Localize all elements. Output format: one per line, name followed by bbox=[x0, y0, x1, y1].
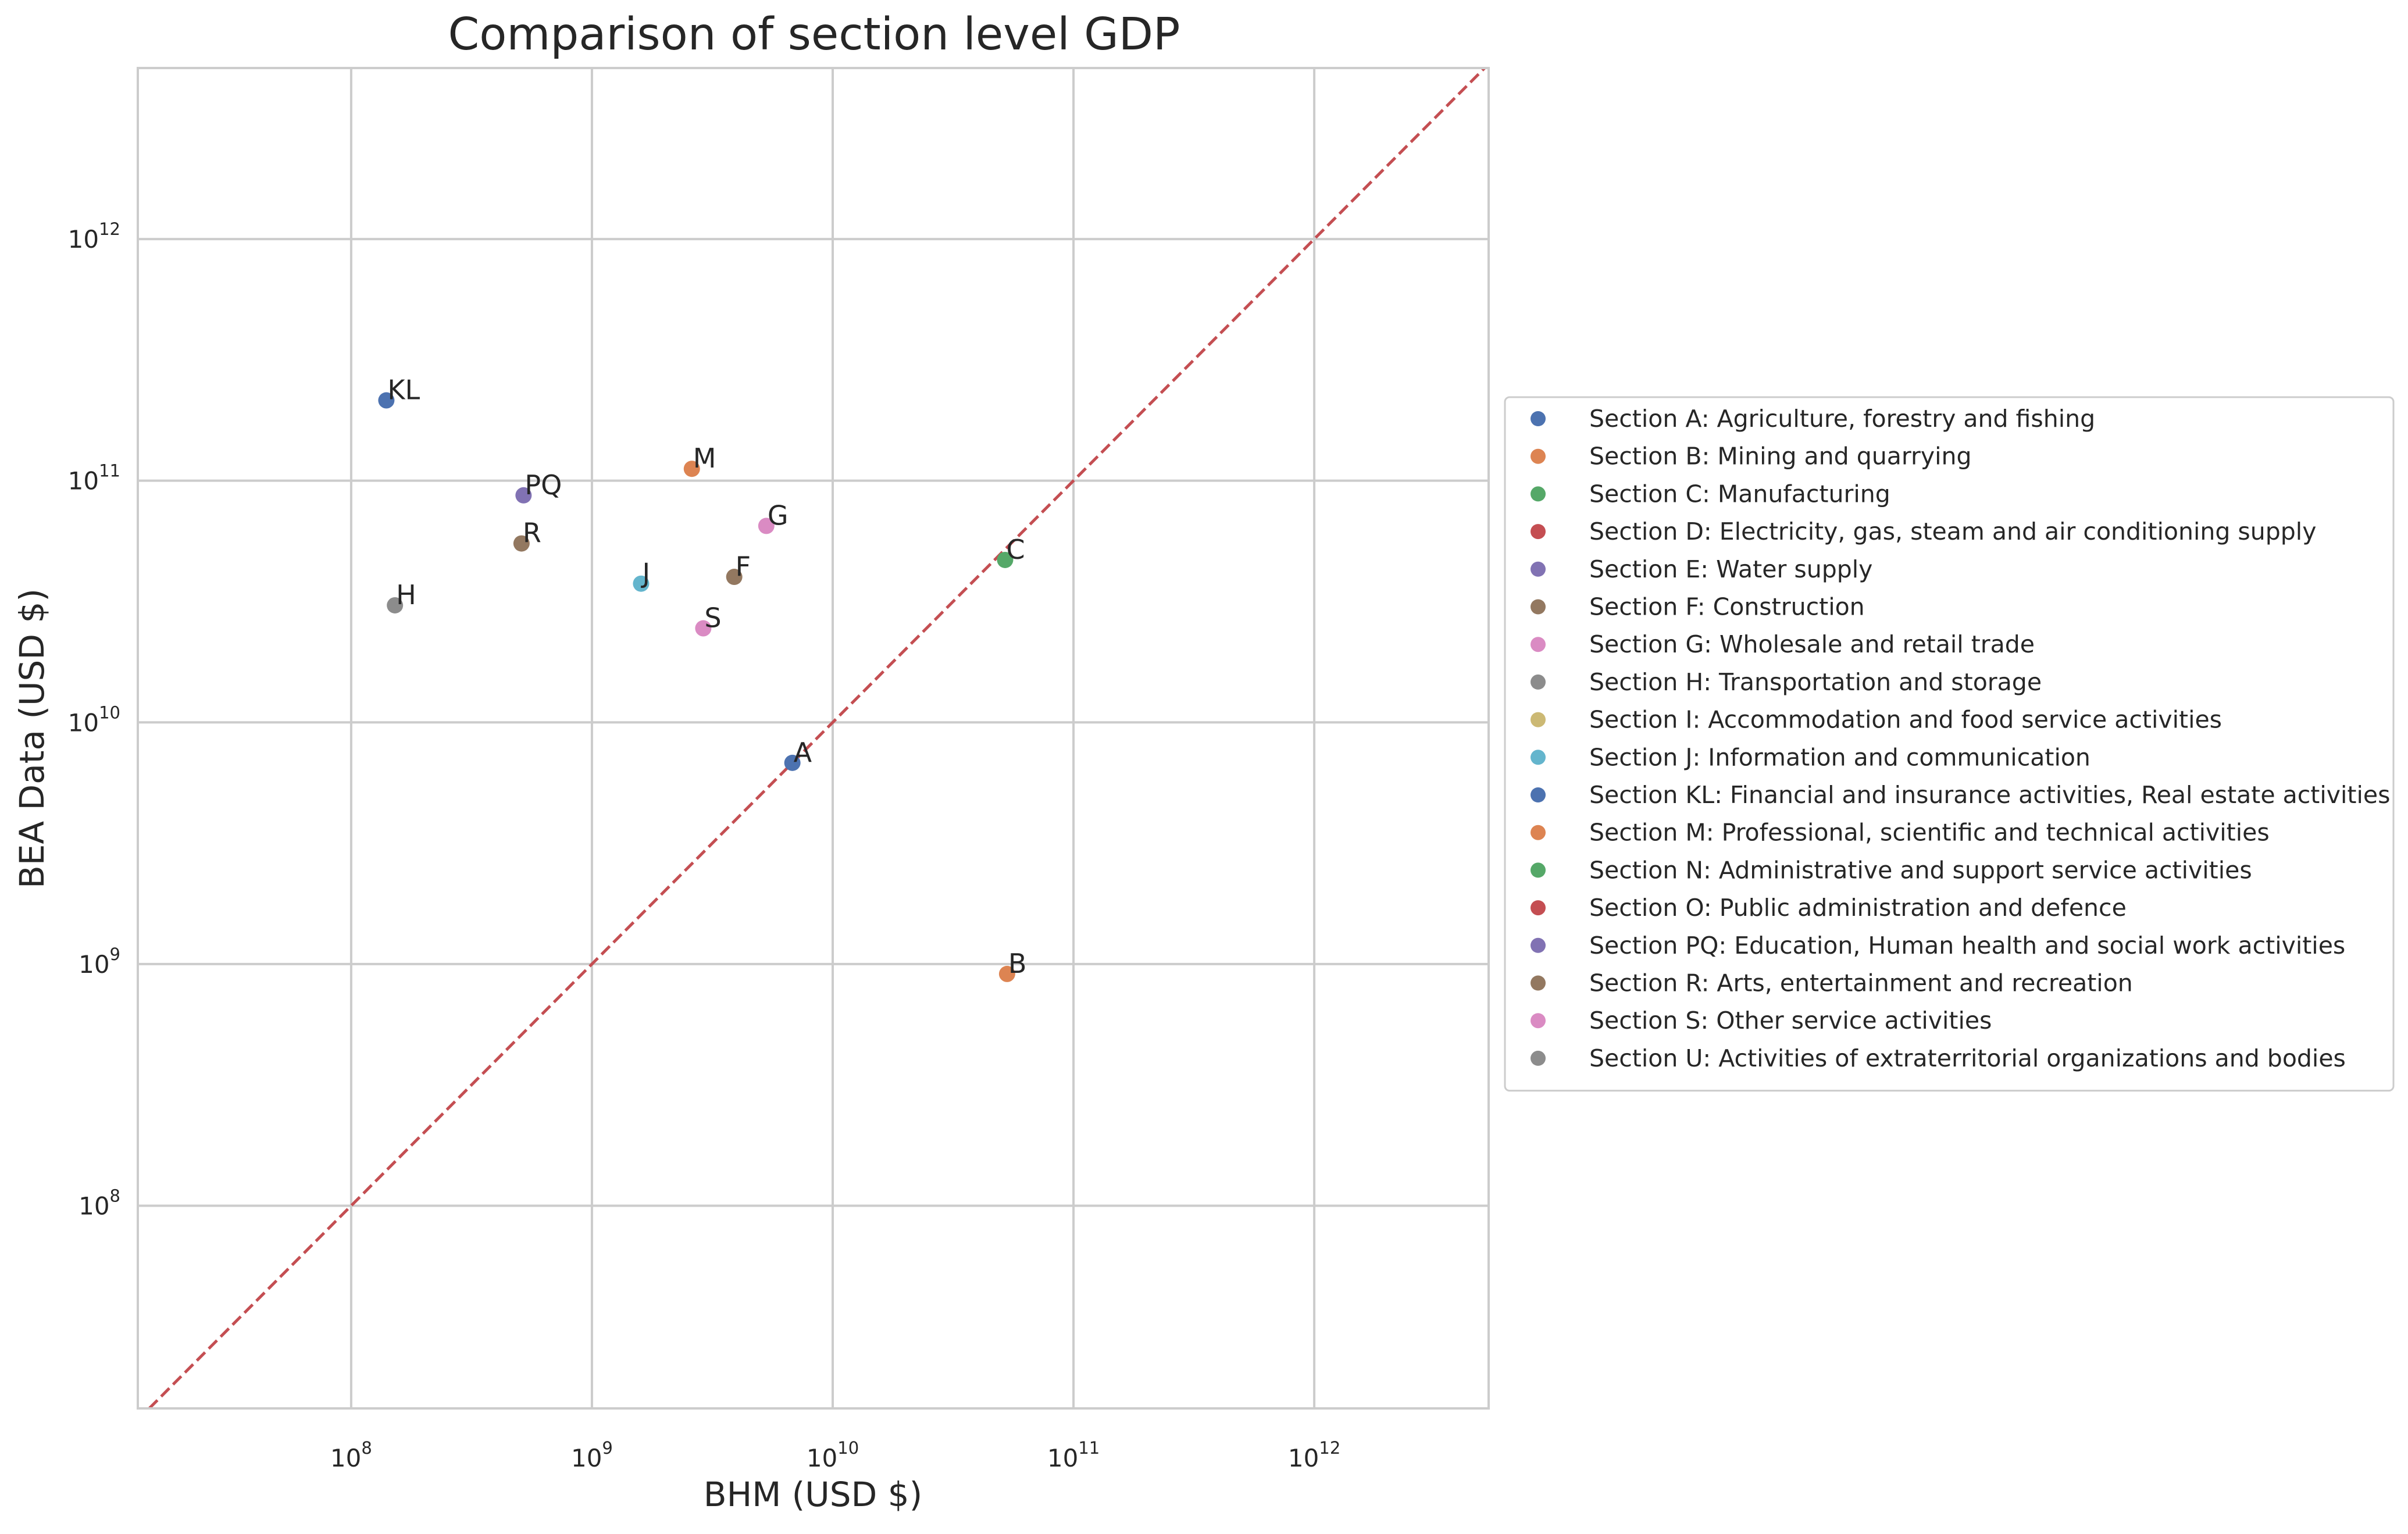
legend-entry-label: Section B: Mining and quarrying bbox=[1589, 443, 1971, 470]
legend-marker bbox=[1531, 561, 1546, 577]
point-labels: KL PQ R H M G J FS C A B bbox=[387, 374, 1026, 979]
legend-entry-label: Section I: Accommodation and food servic… bbox=[1589, 706, 2222, 734]
legend-entry-label: Section D: Electricity, gas, steam and a… bbox=[1589, 518, 2316, 545]
legend-entry-label: Section A: Agriculture, forestry and fis… bbox=[1589, 405, 2095, 433]
legend-entry-label: Section E: Water supply bbox=[1589, 555, 1872, 583]
data-point bbox=[726, 569, 743, 586]
data-point bbox=[513, 535, 530, 552]
legend-marker bbox=[1531, 975, 1546, 991]
legend-entry-label: Section S: Other service activities bbox=[1589, 1007, 1992, 1034]
grid-lines bbox=[138, 68, 1489, 1408]
data-point bbox=[515, 487, 532, 504]
legend-marker bbox=[1531, 524, 1546, 540]
x-axis-label: BHM (USD $) bbox=[704, 1475, 922, 1514]
point-label: C bbox=[1006, 534, 1025, 565]
point-label: G bbox=[768, 500, 789, 531]
point-label: KL bbox=[387, 374, 420, 406]
legend-marker bbox=[1531, 862, 1546, 878]
point-label: PQ bbox=[525, 469, 562, 501]
y-tick-labels: 108 109 1010 1011 1012 bbox=[68, 219, 120, 1220]
reference-line-y-equals-x bbox=[148, 67, 1486, 1410]
legend-marker bbox=[1531, 448, 1546, 464]
data-points bbox=[378, 392, 1015, 982]
y-tick-label: 1010 bbox=[68, 702, 120, 737]
data-point bbox=[633, 575, 650, 592]
legend-marker bbox=[1531, 411, 1546, 426]
legend-entry-label: Section U: Activities of extraterritoria… bbox=[1589, 1044, 2346, 1072]
data-point bbox=[998, 965, 1015, 982]
legend-marker bbox=[1531, 900, 1546, 916]
legend-entry-label: Section PQ: Education, Human health and … bbox=[1589, 932, 2345, 959]
data-point bbox=[758, 518, 775, 534]
point-label: H bbox=[396, 579, 416, 611]
legend-entry-label: Section F: Construction bbox=[1589, 593, 1865, 621]
legend-marker bbox=[1531, 825, 1546, 840]
data-point bbox=[683, 461, 700, 477]
x-tick-label: 108 bbox=[330, 1438, 372, 1472]
y-tick-label: 1011 bbox=[68, 461, 120, 495]
legend-entry-label: Section N: Administrative and support se… bbox=[1589, 856, 2252, 884]
plot-frame bbox=[137, 67, 1490, 1410]
point-label: R bbox=[523, 518, 541, 549]
legend-entry-label: Section O: Public administration and def… bbox=[1589, 894, 2127, 922]
x-tick-label: 1011 bbox=[1047, 1438, 1100, 1472]
data-point bbox=[997, 551, 1014, 568]
legend-marker bbox=[1531, 1013, 1546, 1029]
x-tick-label: 1010 bbox=[807, 1438, 859, 1472]
legend-entry-label: Section KL: Financial and insurance acti… bbox=[1589, 781, 2390, 809]
point-label: M bbox=[693, 443, 716, 474]
y-tick-label: 109 bbox=[79, 944, 120, 979]
x-tick-labels: 108 109 1010 1011 1012 bbox=[330, 1438, 1340, 1472]
legend-marker bbox=[1531, 787, 1546, 802]
legend-entry-label: Section H: Transportation and storage bbox=[1589, 668, 2042, 696]
data-point bbox=[695, 620, 712, 637]
point-label: S bbox=[704, 602, 721, 634]
point-label: B bbox=[1008, 948, 1027, 979]
point-label: F bbox=[736, 551, 751, 582]
legend-marker bbox=[1531, 674, 1546, 690]
legend-marker bbox=[1531, 637, 1546, 652]
data-point bbox=[784, 754, 801, 771]
legend-marker bbox=[1531, 937, 1546, 953]
y-tick-label: 108 bbox=[79, 1186, 120, 1220]
point-label: A bbox=[794, 737, 812, 768]
legend-entry-label: Section M: Professional, scientific and … bbox=[1589, 819, 2270, 847]
point-label: J bbox=[640, 558, 650, 589]
legend-marker bbox=[1531, 1050, 1546, 1066]
legend: Section A: Agriculture, forestry and fis… bbox=[1504, 396, 2395, 1092]
legend-marker bbox=[1531, 750, 1546, 765]
legend-marker bbox=[1531, 599, 1546, 615]
legend-marker bbox=[1531, 712, 1546, 727]
chart-title: Comparison of section level GDP bbox=[448, 9, 1180, 60]
legend-entry-label: Section G: Wholesale and retail trade bbox=[1589, 630, 2035, 658]
legend-box bbox=[1504, 396, 2395, 1092]
data-point bbox=[378, 392, 395, 409]
x-tick-label: 1012 bbox=[1288, 1438, 1340, 1472]
reference-line-group bbox=[148, 67, 1486, 1410]
y-axis-label: BEA Data (USD $) bbox=[12, 588, 52, 889]
legend-entry-label: Section R: Arts, entertainment and recre… bbox=[1589, 969, 2133, 997]
legend-marker bbox=[1531, 486, 1546, 502]
y-tick-label: 1012 bbox=[68, 219, 120, 254]
data-point bbox=[387, 597, 404, 613]
legend-entry-label: Section C: Manufacturing bbox=[1589, 480, 1890, 508]
x-tick-label: 109 bbox=[571, 1438, 613, 1472]
legend-entry-label: Section J: Information and communication bbox=[1589, 743, 2090, 771]
